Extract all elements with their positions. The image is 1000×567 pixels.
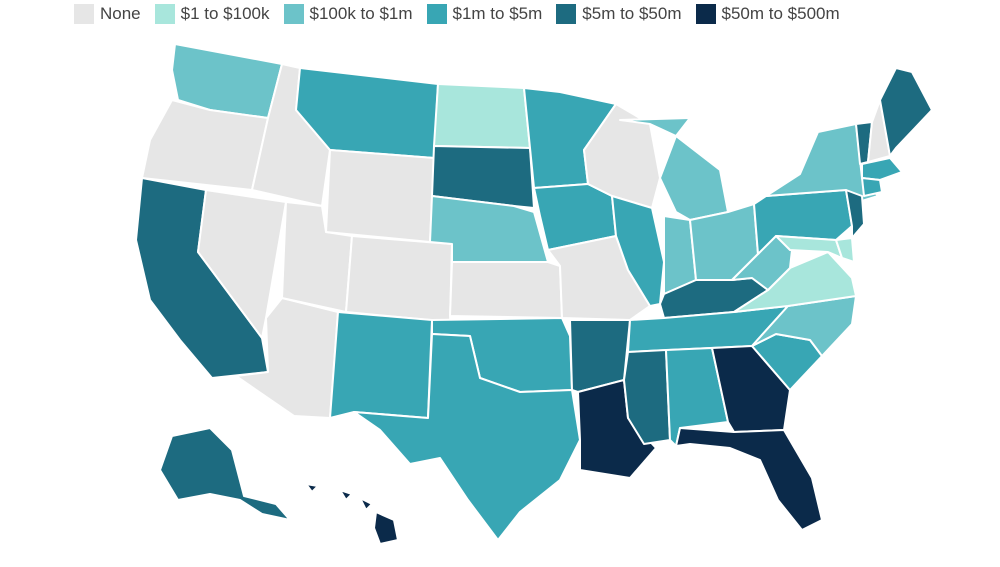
legend-item: $5m to $50m: [556, 4, 682, 24]
legend-item: None: [74, 4, 141, 24]
state-MA: [861, 157, 903, 181]
legend: None $1 to $100k $100k to $1m $1m to $5m $5m…: [74, 4, 854, 24]
state-FL: [675, 427, 823, 531]
state-KS: [449, 261, 563, 319]
legend-swatch: [556, 4, 577, 24]
legend-label: $5m to $50m: [582, 4, 682, 23]
state-WI: [583, 103, 661, 209]
legend-label: $50m to $500m: [721, 4, 840, 23]
state-NM: [329, 311, 433, 419]
state-SD: [431, 145, 535, 209]
legend-swatch: [426, 4, 447, 24]
legend-item: $1m to $5m: [426, 4, 543, 24]
state-IL: [611, 195, 665, 307]
state-TX: [353, 333, 581, 541]
state-DE: [835, 237, 855, 263]
legend-swatch: [74, 4, 94, 24]
state-WY: [325, 149, 435, 243]
legend-swatch: [154, 4, 175, 24]
state-NJ: [845, 189, 865, 239]
legend-item: $100k to $1m: [283, 4, 413, 24]
legend-label: $1m to $5m: [452, 4, 543, 23]
legend-label: None: [100, 4, 141, 23]
state-MD: [775, 235, 843, 259]
legend-label: $1 to $100k: [180, 4, 270, 23]
state-AK: [159, 427, 291, 521]
state-NV: [197, 189, 287, 339]
legend-item: $1 to $100k: [154, 4, 270, 24]
legend-swatch: [283, 4, 304, 24]
state-ND: [433, 83, 531, 149]
state-ME: [879, 67, 933, 157]
state-CT: [861, 177, 883, 197]
state-CO: [345, 235, 453, 323]
legend-swatch: [695, 4, 716, 24]
legend-label: $100k to $1m: [309, 4, 413, 23]
legend-item: $50m to $500m: [695, 4, 840, 24]
state-HI: [305, 483, 399, 545]
